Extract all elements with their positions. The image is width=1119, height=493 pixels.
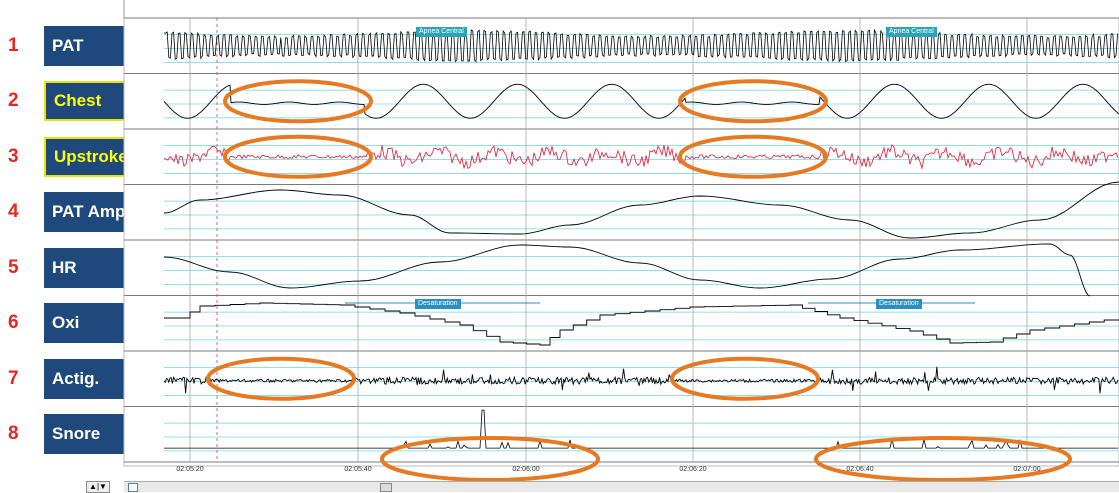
- pat-amp-trace: [163, 181, 1119, 239]
- event-apnea-central-1[interactable]: Apnea Central: [416, 27, 467, 37]
- event-apnea-central-2[interactable]: Apnea Central: [886, 27, 937, 37]
- channel-number: 6: [8, 312, 19, 334]
- event-desaturation-1[interactable]: Desaturation: [415, 299, 461, 309]
- channel-number: 7: [8, 367, 19, 389]
- channel-number: 2: [8, 90, 19, 112]
- event-label: Apnea Central: [419, 28, 464, 35]
- channel-number: 4: [8, 201, 19, 223]
- event-label: Desaturation: [879, 300, 919, 307]
- zoom-control[interactable]: ▲|▼: [86, 481, 110, 493]
- time-tick-label: 02:06:00: [512, 466, 540, 473]
- time-tick-label: 02:05:20: [176, 466, 204, 473]
- time-tick-label: 02:05:40: [344, 466, 372, 473]
- channel-number: 5: [8, 256, 19, 278]
- channel-number: 1: [8, 34, 19, 56]
- chest-trace: [163, 83, 1119, 119]
- channel-number: 8: [8, 423, 19, 445]
- actigraphy-highlight-1: [206, 356, 356, 401]
- snore-highlight-2: [814, 436, 1072, 482]
- actigraphy-trace: [163, 366, 1119, 394]
- horizontal-scrollbar[interactable]: [124, 481, 1119, 492]
- zoom-icon: ▲|▼: [89, 482, 107, 491]
- hr-trace: [163, 243, 1091, 297]
- time-tick-label: 02:06:20: [679, 466, 707, 473]
- event-desaturation-2[interactable]: Desaturation: [876, 299, 922, 309]
- time-tick-label: 02:06:40: [846, 466, 874, 473]
- event-label: Apnea Central: [889, 28, 934, 35]
- snore-trace: [164, 409, 1118, 449]
- oxi-trace: [164, 302, 1119, 346]
- plot-frame: [123, 17, 1119, 467]
- pat-trace: [163, 28, 1118, 63]
- channel-number: 3: [8, 145, 19, 167]
- chest-highlight-2: [678, 79, 828, 124]
- time-tick-label: 02:07:00: [1013, 466, 1041, 473]
- chest-highlight-1: [223, 79, 373, 124]
- event-label: Desaturation: [418, 300, 458, 307]
- snore-highlight-1: [380, 436, 600, 482]
- actigraphy-highlight-2: [670, 356, 820, 401]
- upstroke-highlight-2: [678, 134, 828, 179]
- upstroke-trace: [163, 143, 1119, 170]
- upstroke-highlight-1: [223, 134, 373, 179]
